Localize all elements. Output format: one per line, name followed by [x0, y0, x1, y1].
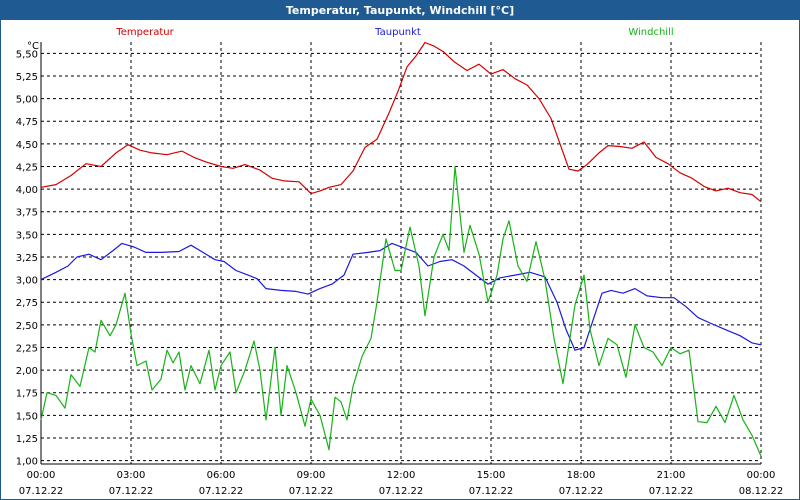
series-line-windchill — [40, 165, 762, 457]
legend-label-windchill: Windchill — [628, 27, 673, 38]
y-tick-label: 2,00 — [16, 366, 38, 377]
x-tick-time-label: 15:00 — [477, 470, 506, 481]
x-tick-date-label: 07.12.22 — [199, 486, 244, 497]
x-tick-time-label: 00:00 — [27, 470, 56, 481]
legend-label-temperatur: Temperatur — [115, 27, 174, 38]
y-tick-label: 5,00 — [16, 95, 38, 106]
x-tick-date-label: 07.12.22 — [19, 486, 64, 497]
y-tick-label: 3,00 — [16, 276, 38, 287]
y-tick-label: 2,50 — [16, 321, 38, 332]
y-tick-label: 4,25 — [16, 162, 38, 173]
y-tick-label: 5,50 — [16, 49, 38, 60]
x-tick-date-label: 07.12.22 — [379, 486, 424, 497]
y-tick-label: 1,75 — [16, 389, 38, 400]
y-tick-label: 4,00 — [16, 185, 38, 196]
x-tick-time-label: 12:00 — [387, 470, 416, 481]
x-tick-date-label: 07.12.22 — [649, 486, 694, 497]
x-tick-time-label: 18:00 — [567, 470, 596, 481]
y-tick-label: 5,25 — [16, 72, 38, 83]
y-tick-label: 1,00 — [16, 457, 38, 468]
x-tick-time-label: 00:00 — [747, 470, 776, 481]
x-tick-date-label: 07.12.22 — [469, 486, 514, 497]
y-tick-label: 2,75 — [16, 298, 38, 309]
x-tick-time-label: 03:00 — [117, 470, 146, 481]
y-tick-label: 3,75 — [16, 208, 38, 219]
y-tick-label: 1,25 — [16, 434, 38, 445]
y-axis-label: °C — [27, 41, 39, 52]
line-chart: 5,50 5,25 5,00 4,75 4,50 4,25 4,00 3,75 3,50 3,25… — [16, 27, 784, 497]
y-tick-label: 2,25 — [16, 343, 38, 354]
x-tick-date-label: 07.12.22 — [559, 486, 604, 497]
y-tick-label: 1,50 — [16, 411, 38, 422]
x-tick-date-label: 07.12.22 — [109, 486, 154, 497]
series-line-taupunkt — [40, 242, 762, 351]
x-tick-time-label: 06:00 — [207, 470, 236, 481]
y-tick-label: 4,75 — [16, 117, 38, 128]
y-tick-label: 3,25 — [16, 253, 38, 264]
legend-label-taupunkt: Taupunkt — [374, 27, 421, 38]
y-tick-label: 3,50 — [16, 230, 38, 241]
x-tick-time-label: 21:00 — [657, 470, 686, 481]
series-line-temperatur — [40, 41, 762, 203]
x-tick-date-label: 07.12.22 — [289, 486, 334, 497]
window-title: Temperatur, Taupunkt, Windchill [°C] — [1, 1, 799, 20]
x-tick-date-label: 08.12.22 — [739, 486, 784, 497]
x-tick-time-label: 09:00 — [297, 470, 326, 481]
y-tick-label: 4,50 — [16, 140, 38, 151]
